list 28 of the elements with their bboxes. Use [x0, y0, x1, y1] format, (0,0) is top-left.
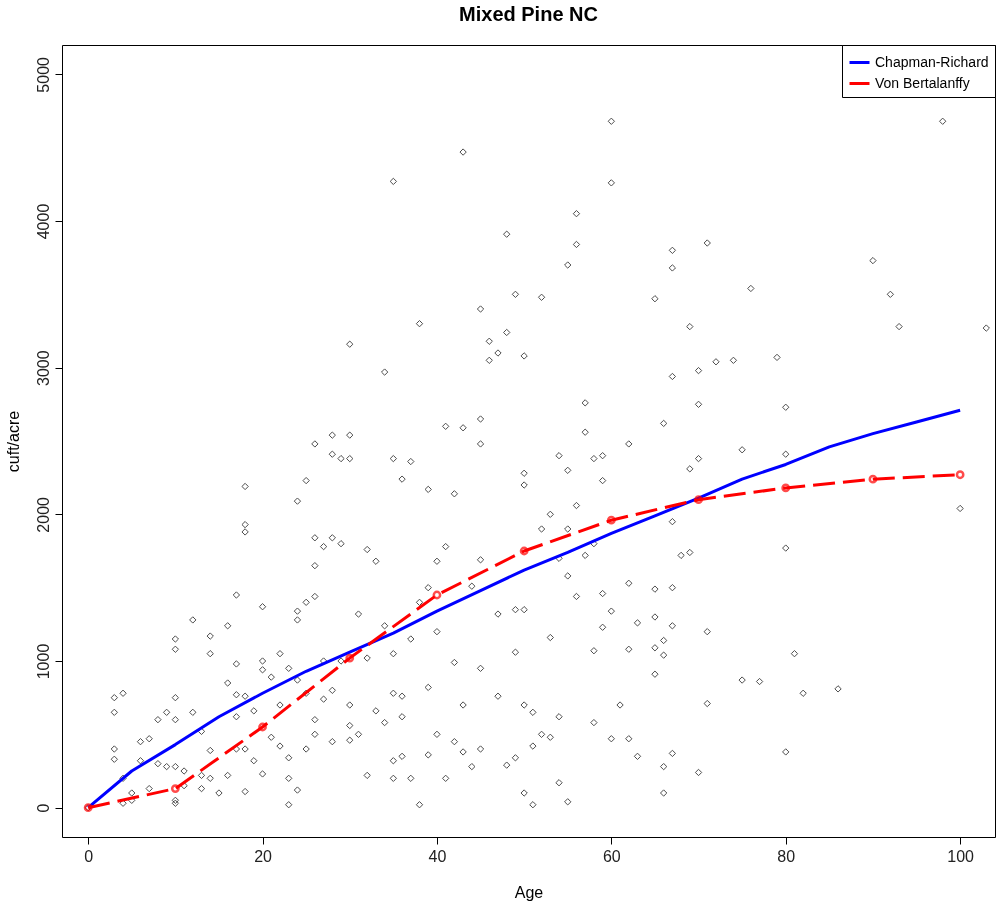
y-axis-title: cuft/acre: [4, 410, 22, 473]
chart-title: Mixed Pine NC: [459, 3, 598, 25]
point: [258, 722, 267, 732]
x-tick-label: 0: [84, 847, 94, 865]
point: [694, 495, 703, 505]
x-tick-label: 60: [602, 847, 621, 865]
point: [170, 784, 180, 794]
point: [432, 590, 442, 600]
y-tick-label: 5000: [34, 56, 52, 93]
x-axis-title: Age: [514, 883, 544, 901]
line-series: [86, 408, 962, 810]
point: [955, 470, 965, 480]
x-tick-label: 40: [428, 847, 447, 865]
y-tick-label: 3000: [34, 350, 52, 386]
x-tick-label: 80: [777, 847, 796, 865]
y-tick-label: 0: [34, 803, 52, 813]
point: [781, 483, 791, 493]
point: [345, 653, 355, 663]
x-tick-label: 20: [254, 847, 273, 865]
y-tick-label: 1000: [34, 643, 52, 680]
y-tick-label: 2000: [34, 496, 52, 533]
legend-label: Von Bertalanffy: [875, 74, 970, 91]
x-tick-label: 100: [947, 847, 975, 865]
point: [519, 546, 529, 556]
y-tick-label: 4000: [34, 203, 52, 240]
point: [868, 474, 878, 484]
point: [606, 515, 616, 525]
legend-label: Chapman-Richard: [875, 53, 989, 70]
